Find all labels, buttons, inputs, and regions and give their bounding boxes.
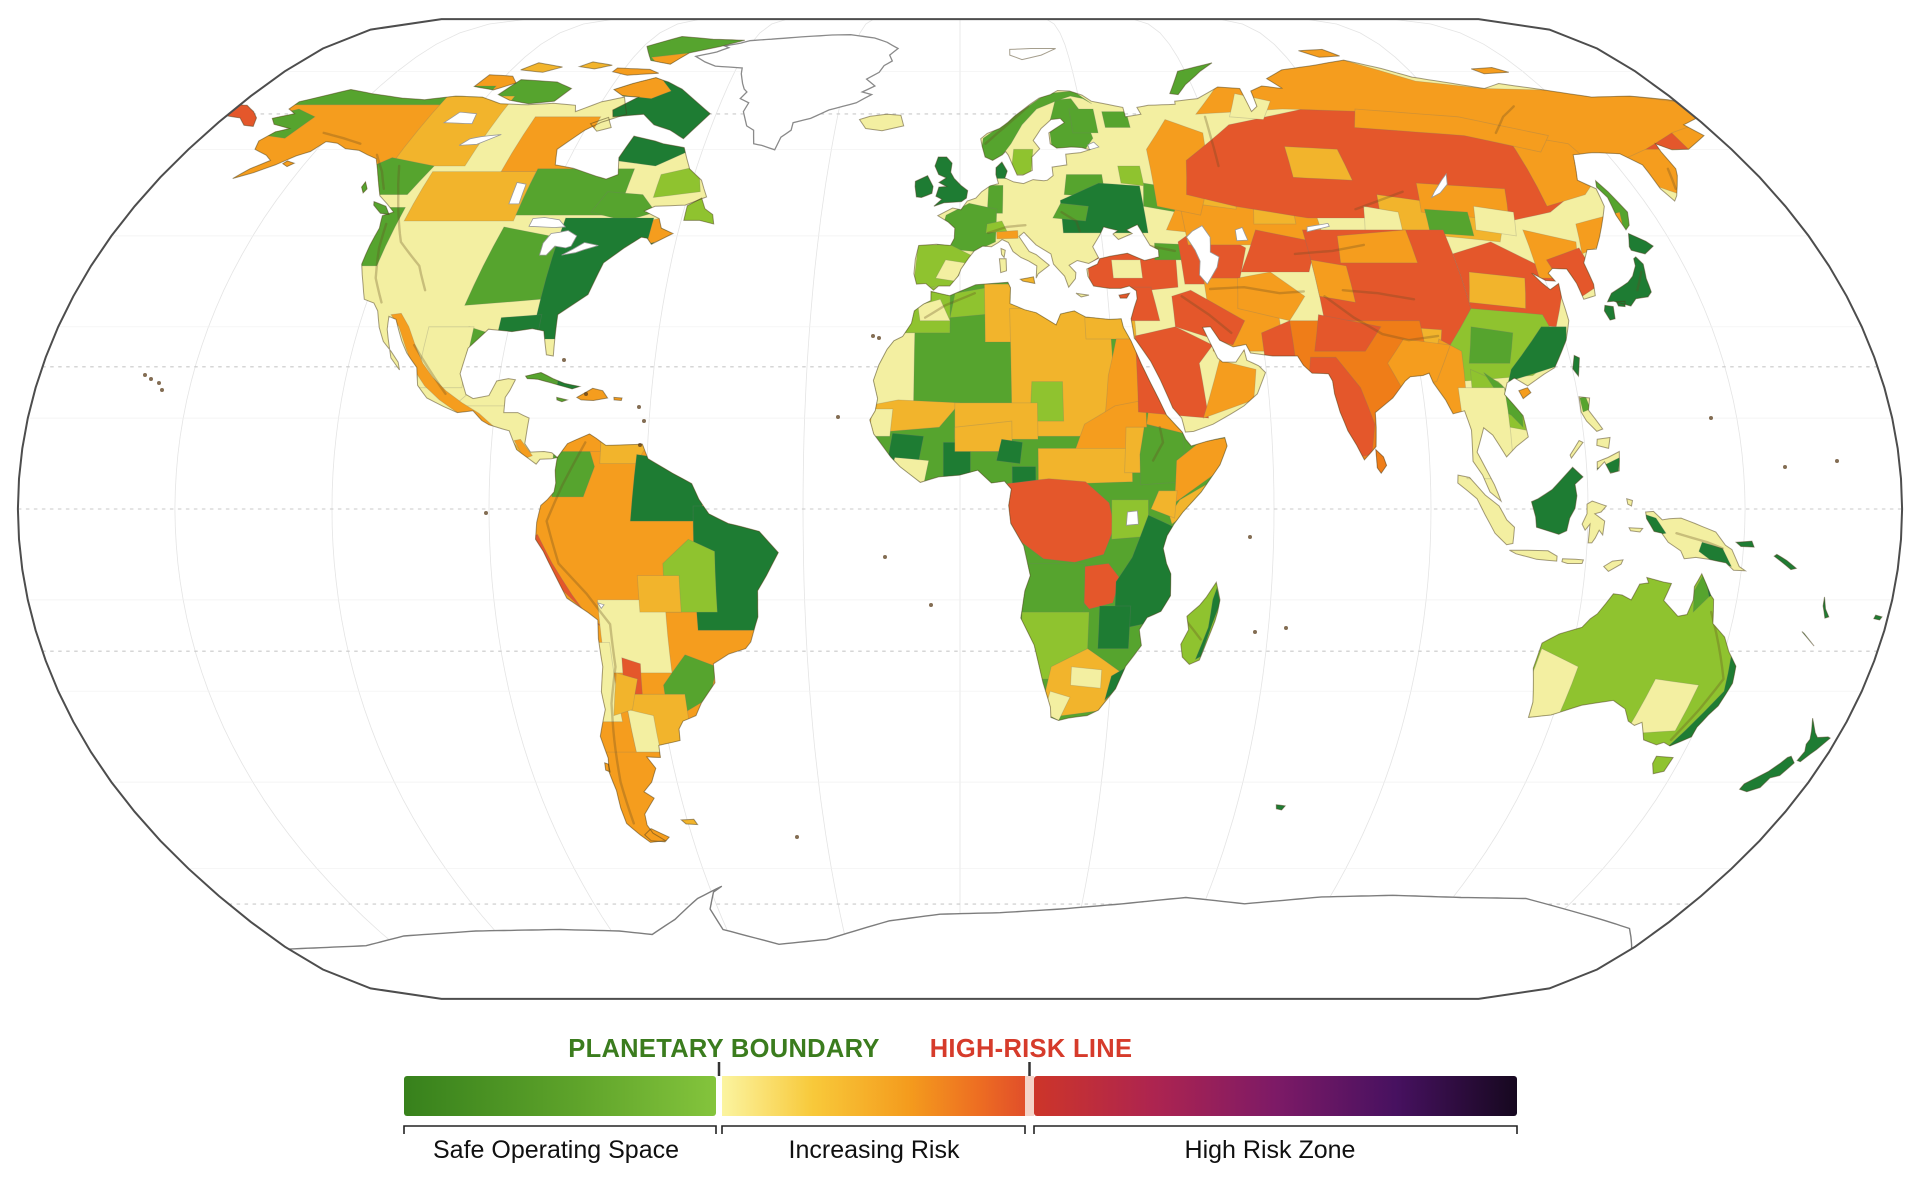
- svg-text:HIGH-RISK LINE: HIGH-RISK LINE: [930, 1035, 1133, 1063]
- svg-text:Safe Operating Space: Safe Operating Space: [433, 1136, 679, 1164]
- svg-text:High Risk Zone: High Risk Zone: [1185, 1136, 1356, 1164]
- svg-text:Increasing Risk: Increasing Risk: [789, 1136, 960, 1164]
- svg-text:PLANETARY BOUNDARY: PLANETARY BOUNDARY: [568, 1035, 879, 1063]
